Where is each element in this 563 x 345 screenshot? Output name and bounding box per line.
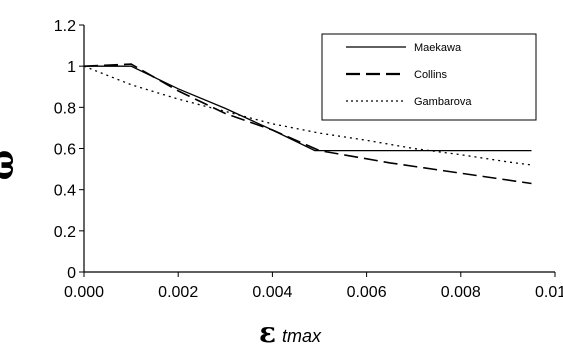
legend-box [321, 33, 537, 121]
series-layer [83, 63, 532, 185]
x-axis-label: ε tmax [259, 316, 322, 345]
x-tick-label: 0.004 [252, 284, 292, 301]
y-tick-label: 0.2 [54, 224, 76, 241]
y-tick-label: 0.8 [54, 100, 76, 117]
y-tick-label: 0.4 [54, 183, 76, 200]
x-tick-label: 0.008 [441, 284, 481, 301]
legend-label-maekawa: Maekawa [414, 42, 462, 54]
x-tick-label: 0.002 [158, 284, 198, 301]
series-line-maekawa [84, 65, 532, 152]
x-axis-label-symbol: ε [259, 316, 276, 345]
y-tick-label: 1.2 [54, 18, 76, 35]
y-tick-label: 0 [67, 265, 76, 282]
y-tick-label: 1 [67, 59, 76, 76]
x-tick-label: 0.010 [535, 284, 563, 301]
x-tick-label: 0.006 [347, 284, 387, 301]
x-axis-label-subscript: tmax [282, 326, 322, 345]
y-axis-label: ω [0, 150, 21, 180]
legend-label-gambarova: Gambarova [414, 96, 472, 108]
y-tick-label: 0.6 [54, 142, 76, 159]
axes: 0 0.2 0.4 0.6 0.8 1 1.2 0.000 0.002 0.004 0.006 0.0… [54, 18, 563, 301]
x-tick-label: 0.000 [64, 284, 104, 301]
series-line-collins [83, 63, 532, 185]
legend-label-collins: Collins [414, 69, 448, 81]
legend: Maekawa Collins Gambarova [321, 33, 537, 121]
